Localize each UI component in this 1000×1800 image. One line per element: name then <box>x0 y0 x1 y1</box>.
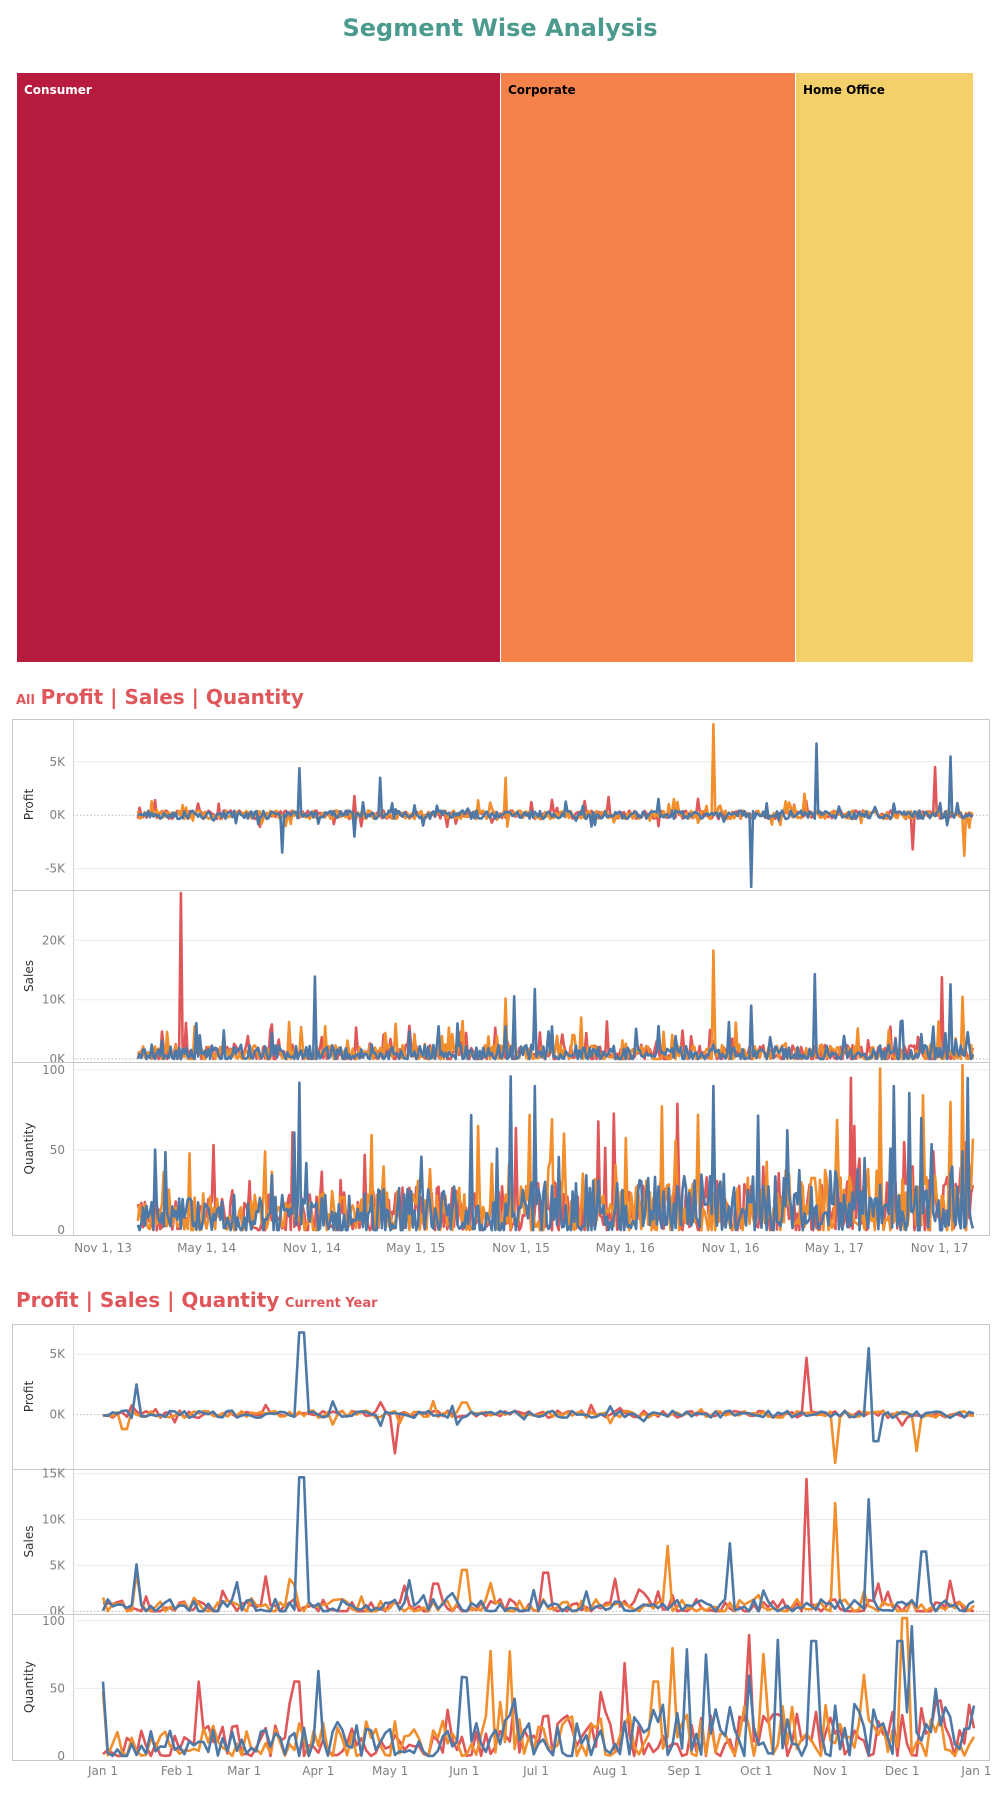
series-line-home-office-profit <box>137 742 974 889</box>
y-tick-label: 5K <box>49 1558 66 1572</box>
y-tick-label: 0K <box>49 808 66 822</box>
y-tick-label: 0K <box>49 1408 66 1422</box>
series-line-home-office-quantity <box>136 1075 975 1232</box>
x-tick-label: Jun 1 <box>448 1764 479 1778</box>
x-tick-label: Nov 1 <box>813 1764 848 1778</box>
y-tick-label: 50 <box>50 1143 65 1157</box>
panel-ylabel-profit: Profit <box>22 1381 36 1413</box>
y-tick-label: 5K <box>49 755 66 769</box>
y-tick-label: 15K <box>42 1467 66 1481</box>
panel-ylabel-sales: Sales <box>22 960 36 992</box>
panel-ylabel-quantity: Quantity <box>22 1123 36 1175</box>
x-tick-label: Feb 1 <box>161 1764 194 1778</box>
x-tick-label: Nov 1, 15 <box>492 1241 550 1255</box>
series-line-corporate-quantity <box>101 1616 976 1758</box>
y-tick-label: 0 <box>57 1749 65 1763</box>
treemap-tile-corporate[interactable]: Corporate <box>501 73 796 662</box>
y-tick-label: 100 <box>42 1614 65 1628</box>
x-tick-label: Jul 1 <box>522 1764 549 1778</box>
treemap-tile-label: Corporate <box>508 83 576 97</box>
panel-ylabel-profit: Profit <box>22 789 36 821</box>
y-tick-label: 100 <box>42 1063 65 1077</box>
y-tick-label: 5K <box>49 1347 66 1361</box>
x-tick-label: Oct 1 <box>740 1764 772 1778</box>
x-tick-label: Nov 1, 17 <box>911 1241 969 1255</box>
x-tick-label: May 1, 15 <box>386 1241 445 1255</box>
series-line-home-office-sales <box>136 972 975 1061</box>
x-tick-label: Nov 1, 14 <box>283 1241 341 1255</box>
chart-frame <box>12 1324 990 1761</box>
y-tick-label: 0 <box>57 1223 65 1237</box>
x-tick-label: Nov 1, 16 <box>702 1241 760 1255</box>
section-title-all-prefix: All <box>16 693 35 708</box>
x-tick-label: Apr 1 <box>302 1764 334 1778</box>
treemap-tile-home-office[interactable]: Home Office <box>796 73 974 662</box>
treemap-tile-consumer[interactable]: Consumer <box>17 73 501 662</box>
x-tick-label: May 1, 16 <box>596 1241 655 1255</box>
series-line-home-office-sales <box>101 1476 975 1613</box>
series-line-consumer-profit <box>102 1356 975 1455</box>
y-tick-label: 10K <box>42 993 66 1007</box>
series-line-consumer-sales <box>136 891 975 1061</box>
series-line-corporate-profit <box>102 1399 975 1465</box>
treemap-tile-label: Consumer <box>24 83 92 97</box>
panel-ylabel-sales: Sales <box>22 1526 36 1558</box>
x-tick-label: May 1 <box>372 1764 408 1778</box>
series-line-home-office-profit <box>102 1331 975 1443</box>
section-title-all-main: Profit | Sales | Quantity <box>40 685 304 709</box>
y-tick-label: 10K <box>42 1512 66 1526</box>
section-title-current: Profit | Sales | Quantity Current Year <box>16 1288 378 1312</box>
x-tick-label: Nov 1, 13 <box>74 1241 132 1255</box>
section-title-all: All Profit | Sales | Quantity <box>16 685 304 709</box>
section-title-current-main: Profit | Sales | Quantity <box>16 1288 280 1312</box>
y-tick-label: 50 <box>50 1681 65 1695</box>
x-tick-label: May 1, 17 <box>805 1241 864 1255</box>
section-title-current-suffix: Current Year <box>284 1296 378 1311</box>
x-tick-label: Mar 1 <box>227 1764 261 1778</box>
x-tick-label: May 1, 14 <box>177 1241 236 1255</box>
panel-ylabel-quantity: Quantity <box>22 1661 36 1713</box>
segment-treemap: Consumer Corporate Home Office <box>17 73 974 662</box>
page-title: Segment Wise Analysis <box>342 14 658 42</box>
x-tick-label: Sep 1 <box>667 1764 701 1778</box>
y-tick-label: 20K <box>42 933 66 947</box>
series-line-home-office-quantity <box>101 1624 976 1758</box>
x-tick-label: Jan 1 <box>87 1764 118 1778</box>
treemap-tile-label: Home Office <box>803 83 885 97</box>
chart-frame <box>12 719 990 1236</box>
y-tick-label: -5K <box>45 862 66 876</box>
x-tick-label: Jan 1 <box>960 1764 991 1778</box>
x-tick-label: Dec 1 <box>885 1764 920 1778</box>
x-tick-label: Aug 1 <box>593 1764 628 1778</box>
